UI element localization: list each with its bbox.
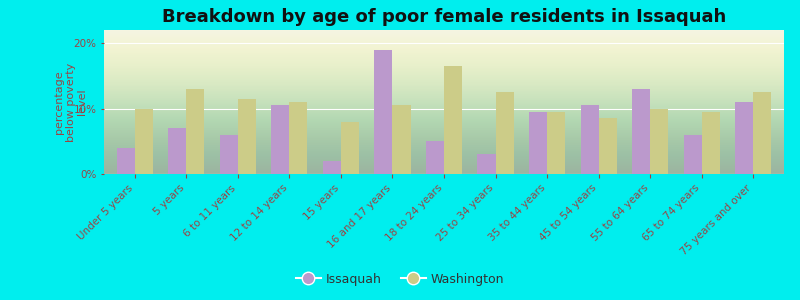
- Bar: [135, 109, 153, 174]
- Bar: [529, 112, 547, 174]
- Bar: [374, 50, 393, 174]
- Legend: Issaquah, Washington: Issaquah, Washington: [291, 268, 509, 291]
- Y-axis label: percentage
below poverty
level: percentage below poverty level: [54, 62, 87, 142]
- Bar: [598, 118, 617, 174]
- Bar: [735, 102, 753, 174]
- Bar: [444, 66, 462, 174]
- Bar: [581, 105, 598, 174]
- Bar: [290, 102, 307, 174]
- Bar: [220, 135, 238, 174]
- Bar: [495, 92, 514, 174]
- Bar: [702, 112, 720, 174]
- Bar: [753, 92, 771, 174]
- Bar: [323, 161, 341, 174]
- Bar: [650, 109, 668, 174]
- Bar: [478, 154, 495, 174]
- Bar: [341, 122, 359, 174]
- Title: Breakdown by age of poor female residents in Issaquah: Breakdown by age of poor female resident…: [162, 8, 726, 26]
- Bar: [393, 105, 410, 174]
- Bar: [547, 112, 565, 174]
- Bar: [238, 99, 256, 174]
- Bar: [632, 89, 650, 174]
- Bar: [426, 141, 444, 174]
- Bar: [186, 89, 205, 174]
- Bar: [168, 128, 186, 174]
- Bar: [683, 135, 702, 174]
- Bar: [117, 148, 135, 174]
- Bar: [271, 105, 290, 174]
